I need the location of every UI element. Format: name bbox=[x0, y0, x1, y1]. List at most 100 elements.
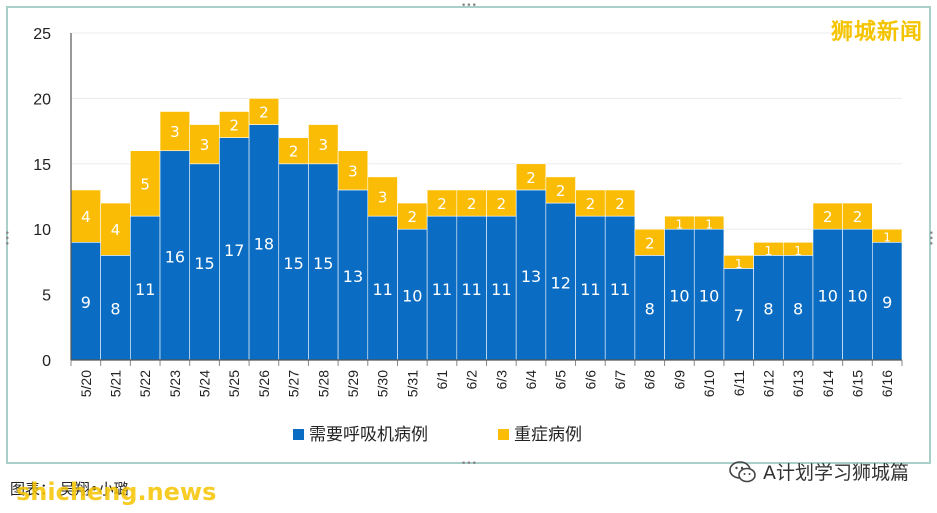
y-tick-label: 0 bbox=[42, 353, 51, 370]
data-label-ventilator: 16 bbox=[165, 247, 185, 266]
data-label-ventilator: 8 bbox=[645, 300, 655, 319]
y-tick-label: 20 bbox=[33, 91, 51, 108]
bar-critical bbox=[575, 189, 606, 217]
data-label-critical: 1 bbox=[705, 218, 713, 232]
bar-ventilator bbox=[604, 215, 636, 361]
x-tick-label: 5/24 bbox=[197, 370, 213, 397]
y-tick-label: 5 bbox=[42, 288, 51, 305]
bar-critical bbox=[486, 189, 517, 217]
data-label-ventilator: 11 bbox=[135, 280, 155, 299]
bar-ventilator bbox=[693, 228, 725, 361]
x-tick-label: 6/2 bbox=[464, 370, 480, 390]
bar-ventilator bbox=[397, 228, 428, 361]
data-label-ventilator: 8 bbox=[110, 300, 120, 319]
resize-handle-bottom[interactable]: ••• bbox=[461, 459, 477, 469]
data-label-ventilator: 11 bbox=[461, 280, 481, 299]
data-label-critical: 4 bbox=[111, 221, 121, 239]
bar-critical bbox=[219, 111, 250, 138]
data-label-critical: 3 bbox=[348, 162, 358, 180]
bar-ventilator bbox=[515, 189, 547, 361]
data-label-ventilator: 10 bbox=[669, 287, 689, 306]
x-tick-label: 6/8 bbox=[642, 370, 658, 390]
resize-handle-left[interactable]: ••• bbox=[1, 230, 11, 246]
data-label-critical: 2 bbox=[645, 234, 655, 252]
bar-ventilator bbox=[842, 228, 873, 361]
data-label-ventilator: 12 bbox=[551, 274, 571, 293]
data-label-ventilator: 9 bbox=[882, 293, 892, 312]
data-label-critical: 3 bbox=[170, 123, 180, 141]
bar-critical bbox=[456, 189, 487, 217]
data-label-critical: 4 bbox=[81, 208, 91, 226]
data-label-critical: 2 bbox=[526, 169, 536, 187]
x-tick-label: 6/6 bbox=[582, 370, 598, 390]
bar-critical bbox=[278, 137, 309, 165]
data-label-ventilator: 8 bbox=[763, 300, 773, 319]
data-label-critical: 2 bbox=[259, 103, 269, 121]
x-tick-label: 6/15 bbox=[849, 370, 865, 397]
chart-credit: 图表： 吴翔•小璐 bbox=[10, 480, 129, 498]
x-tick-label: 6/5 bbox=[553, 370, 569, 390]
bar-critical bbox=[189, 124, 220, 165]
data-label-critical: 5 bbox=[140, 175, 150, 193]
x-tick-label: 6/1 bbox=[434, 370, 450, 390]
data-label-critical: 2 bbox=[408, 208, 418, 226]
x-tick-label: 5/20 bbox=[78, 370, 94, 397]
data-label-ventilator: 15 bbox=[283, 254, 303, 273]
x-tick-label: 5/30 bbox=[375, 370, 391, 397]
wechat-icon bbox=[729, 460, 756, 482]
x-tick-label: 6/14 bbox=[820, 370, 836, 397]
data-label-ventilator: 11 bbox=[372, 280, 392, 299]
bar-ventilator bbox=[248, 124, 280, 361]
data-label-ventilator: 15 bbox=[313, 254, 333, 273]
x-tick-label: 6/12 bbox=[760, 370, 776, 397]
bar-critical bbox=[812, 202, 843, 230]
y-tick-label: 10 bbox=[33, 222, 51, 239]
bar-critical bbox=[693, 215, 725, 230]
data-label-critical: 2 bbox=[556, 182, 566, 200]
bar-critical bbox=[426, 189, 458, 217]
bar-critical bbox=[634, 228, 665, 256]
x-tick-label: 6/9 bbox=[671, 370, 687, 390]
x-tick-label: 6/4 bbox=[523, 370, 539, 390]
resize-handle-top[interactable]: ••• bbox=[461, 1, 477, 11]
data-label-ventilator: 11 bbox=[491, 280, 511, 299]
data-label-critical: 1 bbox=[883, 231, 891, 245]
data-label-critical: 1 bbox=[676, 218, 684, 232]
x-tick-label: 6/16 bbox=[879, 370, 895, 397]
x-tick-label: 5/25 bbox=[226, 370, 242, 397]
bar-ventilator bbox=[337, 189, 369, 361]
wechat-account: A计划学习狮城篇 bbox=[729, 458, 909, 485]
bar-critical bbox=[367, 176, 398, 217]
x-tick-label: 5/26 bbox=[256, 370, 272, 397]
x-tick-label: 6/10 bbox=[701, 370, 717, 397]
bar-ventilator bbox=[782, 255, 814, 361]
data-label-ventilator: 7 bbox=[734, 306, 744, 325]
bar-ventilator bbox=[664, 228, 695, 361]
x-tick-label: 5/28 bbox=[315, 370, 331, 397]
x-tick-label: 6/11 bbox=[731, 370, 747, 396]
x-tick-label: 5/29 bbox=[345, 370, 361, 397]
data-label-critical: 2 bbox=[586, 195, 596, 213]
x-tick-label: 6/3 bbox=[493, 370, 509, 390]
account-name: A计划学习狮城篇 bbox=[763, 462, 909, 484]
bar-ventilator bbox=[367, 215, 398, 361]
legend-swatch bbox=[498, 429, 509, 440]
data-label-critical: 2 bbox=[437, 195, 447, 213]
data-label-critical: 2 bbox=[615, 195, 625, 213]
data-label-ventilator: 13 bbox=[521, 267, 541, 286]
data-label-ventilator: 10 bbox=[699, 287, 719, 306]
data-label-ventilator: 11 bbox=[580, 280, 600, 299]
bar-critical bbox=[545, 176, 576, 204]
x-tick-label: 5/22 bbox=[137, 370, 153, 397]
data-label-ventilator: 9 bbox=[81, 293, 91, 312]
x-tick-label: 6/7 bbox=[612, 370, 628, 390]
bar-ventilator bbox=[872, 241, 903, 361]
bar-critical bbox=[308, 124, 339, 165]
data-label-ventilator: 10 bbox=[402, 287, 422, 306]
watermark-site: shicheng.news bbox=[16, 478, 217, 506]
bar-critical bbox=[515, 163, 547, 191]
bar-ventilator bbox=[278, 163, 309, 361]
resize-handle-right[interactable]: ••• bbox=[925, 230, 935, 246]
bar-ventilator bbox=[189, 163, 220, 361]
bar-ventilator bbox=[575, 215, 606, 361]
